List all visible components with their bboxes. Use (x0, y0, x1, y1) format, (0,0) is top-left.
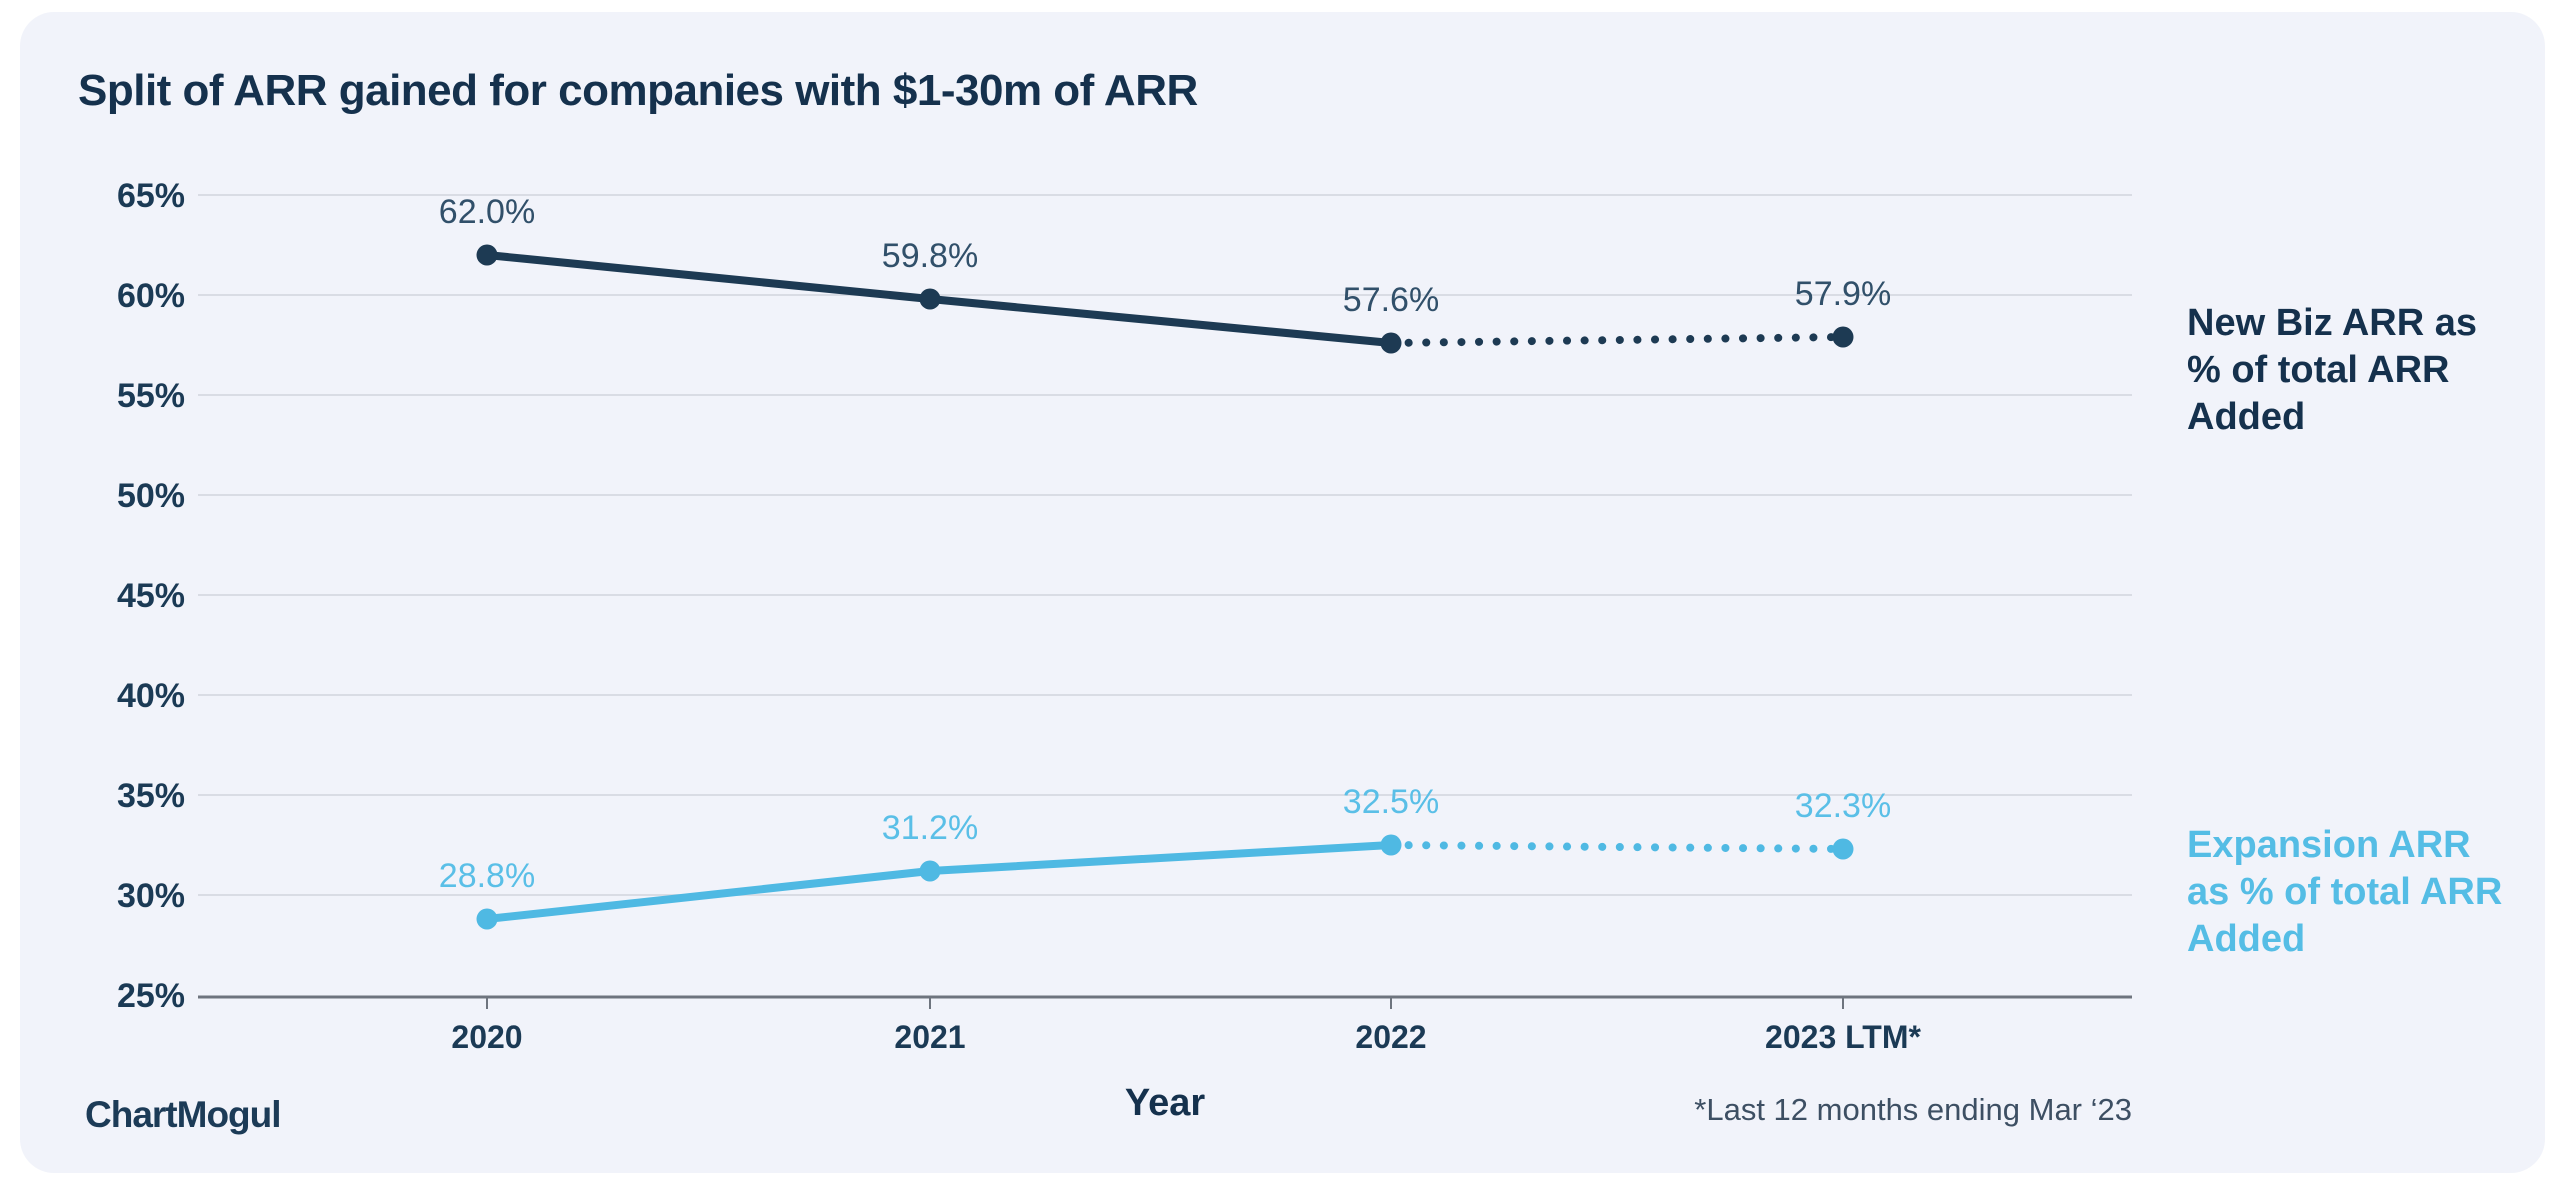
data-point (476, 244, 498, 266)
series-line-dotted-expansion (1387, 841, 1847, 853)
legend-new-biz-line3: Added (2187, 396, 2306, 438)
legend-expansion-line1: Expansion ARR (2187, 824, 2471, 866)
x-axis-title: Year (1124, 1082, 1206, 1124)
data-point-label: 59.8% (882, 237, 978, 275)
data-point-label: 57.6% (1343, 281, 1439, 319)
data-point (1832, 326, 1854, 348)
y-tick-label: 55% (117, 377, 185, 415)
x-tick-label: 2021 (894, 1019, 965, 1055)
legend-new-biz-line2: % of total ARR (2187, 349, 2450, 391)
legend-new-biz-line1: New Biz ARR as (2187, 302, 2477, 344)
y-tick-label: 40% (117, 677, 185, 715)
chart-title: Split of ARR gained for companies with $… (78, 66, 1198, 115)
footnote: *Last 12 months ending Mar ‘23 (1694, 1092, 2132, 1127)
data-point (1380, 834, 1402, 856)
data-point-label: 28.8% (439, 857, 535, 895)
data-point (1832, 838, 1854, 860)
y-tick-label: 45% (117, 577, 185, 615)
legend-expansion-line3: Added (2187, 918, 2306, 960)
legend-new-biz: New Biz ARR as % of total ARR Added (2187, 300, 2477, 441)
data-point-label: 32.3% (1795, 787, 1891, 825)
data-point-label: 57.9% (1795, 275, 1891, 313)
x-tick-label: 2023 LTM* (1765, 1019, 1921, 1055)
y-tick-label: 50% (117, 477, 185, 515)
chartmogul-logo: ChartMogul (85, 1094, 282, 1135)
y-tick-label: 30% (117, 877, 185, 915)
series-line-dotted-new-biz (1387, 333, 1847, 347)
series-line-expansion (483, 841, 1395, 923)
chart-card (20, 12, 2545, 1173)
data-point-label: 31.2% (882, 809, 978, 847)
y-tick-label: 35% (117, 777, 185, 815)
legend-expansion: Expansion ARR as % of total ARR Added (2187, 822, 2502, 963)
data-point-label: 62.0% (439, 193, 535, 231)
data-point (476, 908, 498, 930)
y-tick-label: 25% (117, 977, 185, 1015)
data-point (919, 288, 941, 310)
legend-expansion-line2: as % of total ARR (2187, 871, 2503, 913)
x-tick-label: 2020 (451, 1019, 522, 1055)
y-tick-label: 65% (117, 177, 185, 215)
x-tick-label: 2022 (1355, 1019, 1426, 1055)
data-point (919, 860, 941, 882)
y-tick-label: 60% (117, 277, 185, 315)
data-point (1380, 332, 1402, 354)
data-point-label: 32.5% (1343, 783, 1439, 821)
